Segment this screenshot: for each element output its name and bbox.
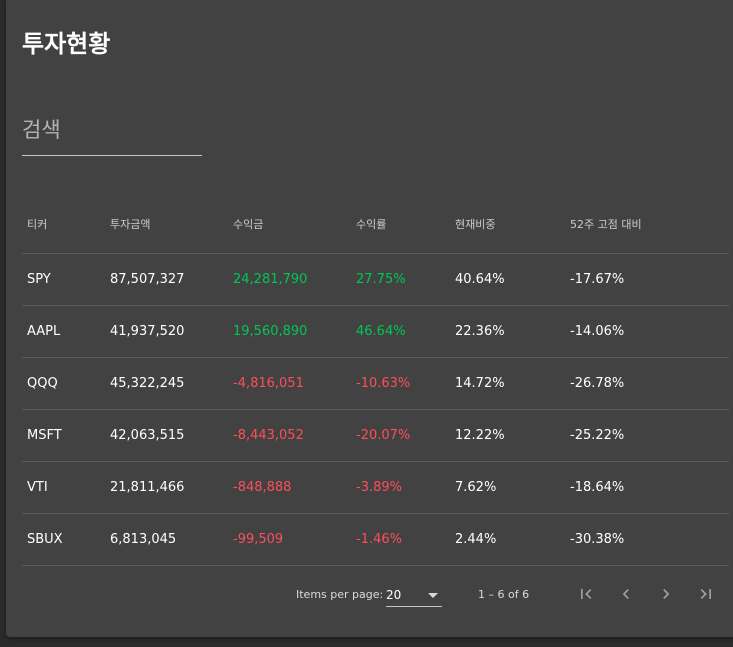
cell-profit: 24,281,790 bbox=[233, 272, 308, 287]
header-amount[interactable]: 투자금액 bbox=[110, 218, 151, 231]
cell-rate: 27.75% bbox=[356, 272, 406, 287]
cell-amount: 6,813,045 bbox=[110, 532, 177, 547]
cell-52w-high: -17.67% bbox=[570, 272, 625, 287]
cell-rate: -1.46% bbox=[356, 532, 402, 547]
search-field[interactable] bbox=[22, 103, 202, 156]
table-row[interactable]: SPY 87,507,327 24,281,790 27.75% 40.64% -17.6… bbox=[22, 254, 729, 306]
cell-rate: -10.63% bbox=[356, 376, 411, 391]
cell-ticker: QQQ bbox=[27, 376, 58, 391]
dropdown-arrow-icon bbox=[428, 593, 438, 598]
cell-profit: -8,443,052 bbox=[233, 428, 304, 443]
cell-52w-high: -18.64% bbox=[570, 480, 625, 495]
table-row[interactable]: QQQ 45,322,245 -4,816,051 -10.63% 14.72% -26.… bbox=[22, 358, 729, 410]
table-body: SPY 87,507,327 24,281,790 27.75% 40.64% -17.6… bbox=[22, 254, 729, 566]
cell-rate: -20.07% bbox=[356, 428, 411, 443]
cell-amount: 41,937,520 bbox=[110, 324, 185, 339]
last-page-icon bbox=[700, 589, 711, 599]
cell-amount: 42,063,515 bbox=[110, 428, 185, 443]
cell-ticker: SPY bbox=[27, 272, 51, 287]
page-size-select[interactable]: 20 bbox=[386, 580, 442, 607]
table-row[interactable]: AAPL 41,937,520 19,560,890 46.64% 22.36% -14.… bbox=[22, 306, 729, 358]
header-52w-high[interactable]: 52주 고점 대비 bbox=[570, 218, 642, 231]
cell-ticker: MSFT bbox=[27, 428, 62, 443]
header-weight[interactable]: 현재비중 bbox=[455, 218, 496, 231]
cell-weight: 2.44% bbox=[455, 532, 497, 547]
search-input[interactable] bbox=[22, 115, 200, 145]
cell-profit: 19,560,890 bbox=[233, 324, 308, 339]
cell-52w-high: -14.06% bbox=[570, 324, 625, 339]
next-page-button[interactable] bbox=[652, 580, 680, 608]
cell-profit: -848,888 bbox=[233, 480, 292, 495]
first-page-button[interactable] bbox=[572, 580, 600, 608]
cell-amount: 45,322,245 bbox=[110, 376, 185, 391]
cell-amount: 21,811,466 bbox=[110, 480, 185, 495]
cell-ticker: SBUX bbox=[27, 532, 63, 547]
range-label: 1 – 6 of 6 bbox=[478, 588, 530, 601]
investment-card: 투자현황 티커 투자금액 수익금 수익률 현재비중 52주 고점 대비 SPY 8… bbox=[6, 0, 733, 637]
page-size-value: 20 bbox=[386, 588, 402, 602]
cell-weight: 40.64% bbox=[455, 272, 505, 287]
cell-52w-high: -26.78% bbox=[570, 376, 625, 391]
cell-52w-high: -25.22% bbox=[570, 428, 625, 443]
table-row[interactable]: SBUX 6,813,045 -99,509 -1.46% 2.44% -30.38% bbox=[22, 514, 729, 566]
cell-weight: 14.72% bbox=[455, 376, 505, 391]
previous-page-button[interactable] bbox=[612, 580, 640, 608]
table-row[interactable]: VTI 21,811,466 -848,888 -3.89% 7.62% -18.64% bbox=[22, 462, 729, 514]
cell-profit: -99,509 bbox=[233, 532, 284, 547]
holdings-table: 티커 투자금액 수익금 수익률 현재비중 52주 고점 대비 SPY 87,507… bbox=[22, 197, 729, 566]
cell-weight: 12.22% bbox=[455, 428, 505, 443]
last-page-button[interactable] bbox=[692, 580, 720, 608]
cell-rate: 46.64% bbox=[356, 324, 406, 339]
table-header: 티커 투자금액 수익금 수익률 현재비중 52주 고점 대비 bbox=[22, 197, 729, 254]
cell-ticker: AAPL bbox=[27, 324, 61, 339]
cell-weight: 7.62% bbox=[455, 480, 497, 495]
table-row[interactable]: MSFT 42,063,515 -8,443,052 -20.07% 12.22% -25… bbox=[22, 410, 729, 462]
cell-52w-high: -30.38% bbox=[570, 532, 625, 547]
items-per-page-label: Items per page: bbox=[296, 588, 384, 601]
cell-rate: -3.89% bbox=[356, 480, 402, 495]
next-page-icon bbox=[663, 589, 670, 599]
page-title: 투자현황 bbox=[22, 30, 111, 58]
header-profit[interactable]: 수익금 bbox=[233, 218, 264, 231]
header-rate[interactable]: 수익률 bbox=[356, 218, 387, 231]
cell-ticker: VTI bbox=[27, 480, 48, 495]
cell-profit: -4,816,051 bbox=[233, 376, 304, 391]
previous-page-icon bbox=[622, 589, 629, 599]
paginator: Items per page: 20 1 – 6 of 6 bbox=[22, 570, 729, 620]
cell-amount: 87,507,327 bbox=[110, 272, 185, 287]
header-ticker[interactable]: 티커 bbox=[27, 218, 48, 231]
cell-weight: 22.36% bbox=[455, 324, 505, 339]
first-page-icon bbox=[581, 589, 592, 599]
